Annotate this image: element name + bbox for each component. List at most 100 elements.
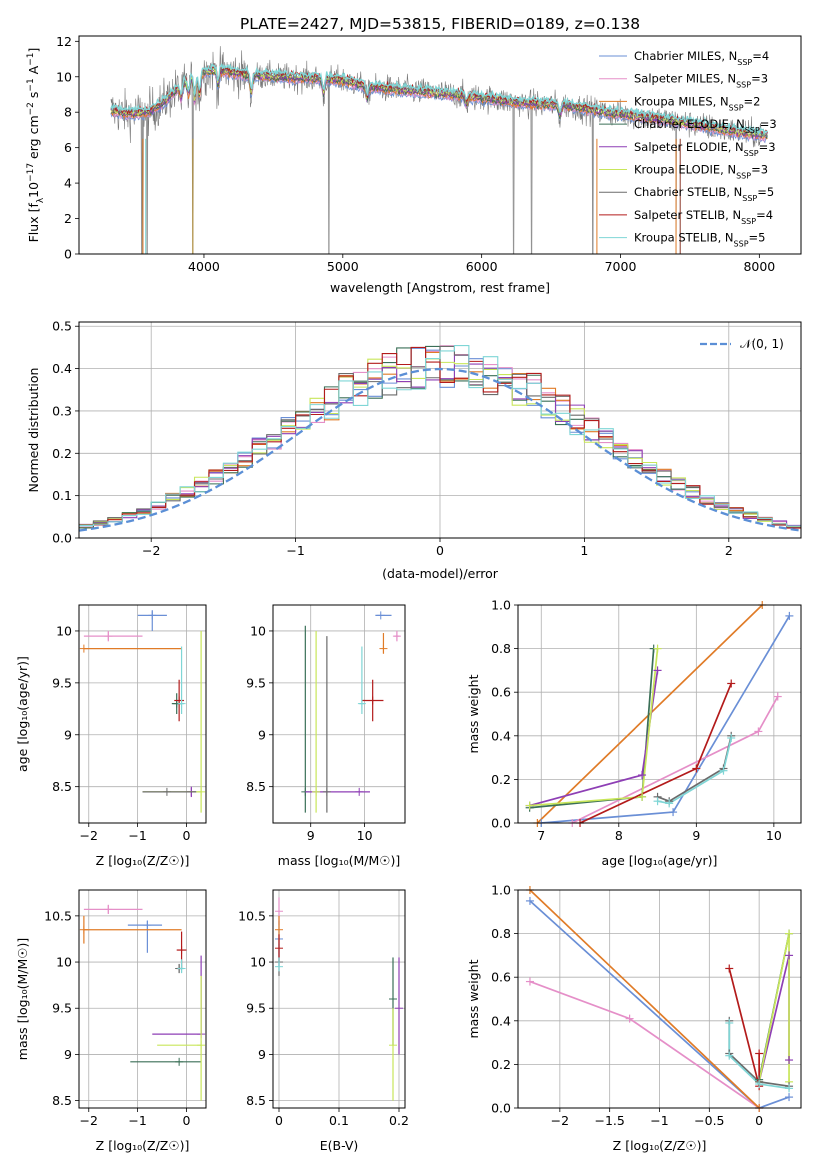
- x-tick-label: 0.2: [389, 1113, 409, 1128]
- legend-sub: SSP: [736, 171, 751, 180]
- axes-frame: [272, 889, 406, 1109]
- x-tick-label: 10: [357, 828, 373, 843]
- y-tick-label: 0.4: [52, 361, 72, 376]
- panel-age_vs_mass: 9 10 8.5 9 9.5 10 mass [log₁₀(M/M☉)]: [246, 604, 406, 868]
- y-tick-label: 0.2: [52, 446, 72, 461]
- x-tick-label: −2: [551, 1113, 569, 1128]
- legend-label: Kroupa ELODIE, N: [634, 163, 736, 177]
- legend-sub: SSP: [742, 194, 757, 203]
- y-tick-label: 9.5: [246, 1001, 266, 1016]
- series-salpeter_miles: [529, 980, 760, 1108]
- series-kroupa_miles: [529, 890, 760, 1108]
- y-tick-label: 0.2: [491, 772, 511, 787]
- y-axis-label: Normed distribution: [26, 368, 41, 493]
- axes-frame: [78, 604, 207, 824]
- legend-label: Salpeter MILES, N: [634, 72, 736, 86]
- x-tick-label: 1: [580, 543, 588, 558]
- y-tick-label: 10.5: [44, 908, 72, 923]
- legend-entry: Kroupa MILES, NSSP=2: [634, 94, 760, 112]
- y-axis-label: Flux [fλ10−17 erg cm−2 s−1 A−1]: [26, 48, 46, 243]
- gaussian-curve: [79, 367, 801, 532]
- plot-area: [110, 46, 768, 254]
- x-axis-label: mass [log₁₀(M/M☉)]: [278, 853, 400, 868]
- x-tick-label: 0.1: [329, 1113, 349, 1128]
- y-tick-label: 8: [64, 105, 72, 120]
- axes-frame: [517, 889, 802, 1109]
- y-tick-label: 0.4: [491, 1013, 511, 1028]
- panels: 4000 5000 6000 7000 8000024681012wavelength …: [15, 34, 802, 1153]
- series-kroupa_stelib: [657, 737, 733, 805]
- y-tick-label: 0.1: [52, 488, 72, 503]
- x-tick-label: 0: [755, 1113, 763, 1128]
- x-axis-label: wavelength [Angstrom, rest frame]: [330, 280, 550, 295]
- x-axis-label: E(B-V): [320, 1138, 359, 1153]
- legend-label: Salpeter STELIB, N: [634, 208, 741, 222]
- legend-n: =4: [752, 49, 769, 63]
- y-tick-label: 9.5: [246, 675, 266, 690]
- figure-title: PLATE=2427, MJD=53815, FIBERID=0189, z=0…: [240, 15, 640, 33]
- y-axis-label-part: λ: [36, 197, 46, 203]
- legend-sub: SSP: [734, 239, 749, 248]
- legend-entry: Salpeter ELODIE, NSSP=3: [634, 140, 776, 158]
- y-tick-label: 8.5: [246, 779, 266, 794]
- legend-n: =3: [751, 163, 768, 177]
- y-tick-label: 9: [64, 727, 72, 742]
- y-axis-label-part: s: [26, 92, 41, 103]
- panel-mass_vs_Z: −2 −1 0 8.5 9 9.5 10 10.5 Z [log₁₀(Z/Z☉)] mass [l…: [15, 889, 207, 1153]
- panel-weight_vs_age: 7 8 9 10 0.0 0.2 0.4 0.6 0.8 1.0 age [log₁₀(age/yr…: [466, 598, 802, 868]
- legend-entry: Chabrier STELIB, NSSP=5: [634, 185, 774, 203]
- y-axis-label-part: −1: [26, 78, 36, 91]
- legend-label: Kroupa STELIB, N: [634, 231, 734, 245]
- y-tick-label: 0.0: [52, 531, 72, 546]
- y-tick-label: 0.0: [491, 816, 511, 831]
- x-tick-label: −1.5: [594, 1113, 624, 1128]
- x-axis-label: (data-model)/error: [382, 566, 499, 581]
- x-tick-label: −2: [80, 828, 98, 843]
- x-tick-label: 7000: [605, 259, 637, 274]
- plot-area: [79, 344, 801, 532]
- y-tick-label: 9.5: [52, 1001, 72, 1016]
- y-axis-label-part: −17: [26, 163, 36, 182]
- x-tick-label: −1: [650, 1113, 668, 1128]
- axes-frame: [272, 604, 406, 824]
- y-tick-label: 8.5: [52, 1093, 72, 1108]
- x-tick-label: 0: [182, 1113, 190, 1128]
- x-tick-label: 0: [182, 828, 190, 843]
- y-tick-label: 10: [250, 623, 266, 638]
- y-axis-label: mass weight: [466, 674, 481, 753]
- legend-sub: SSP: [741, 216, 756, 225]
- series-chabrier_miles: [529, 900, 790, 1108]
- series-kroupa_miles: [536, 605, 763, 823]
- y-tick-label: 0.8: [491, 641, 511, 656]
- legend-label: Chabrier MILES, N: [634, 49, 737, 63]
- x-tick-label: 0: [436, 543, 444, 558]
- y-axis-label: age [log₁₀(age/yr)]: [15, 656, 30, 772]
- series-kroupa_elodie: [529, 648, 659, 807]
- y-axis-label-part: ]: [26, 48, 41, 53]
- x-tick-label: −2: [80, 1113, 98, 1128]
- y-axis-label-part: A: [26, 65, 41, 78]
- y-tick-label: 0.0: [491, 1101, 511, 1116]
- plot-area: [529, 605, 791, 823]
- y-tick-label: 9: [258, 1047, 266, 1062]
- legend-label: Salpeter ELODIE, N: [634, 140, 744, 154]
- x-tick-label: −1: [286, 543, 304, 558]
- legend-n: =5: [749, 231, 766, 245]
- legend-entry: Salpeter MILES, NSSP=3: [634, 72, 768, 90]
- y-tick-label: 8.5: [246, 1093, 266, 1108]
- x-axis-label: Z [log₁₀(Z/Z☉)]: [613, 1138, 707, 1153]
- legend-n: =3: [751, 72, 768, 86]
- x-tick-label: 9: [692, 828, 700, 843]
- x-tick-label: 6000: [466, 259, 498, 274]
- y-axis-label-part: 10: [26, 182, 41, 198]
- y-tick-label: 0.6: [491, 685, 511, 700]
- y-tick-label: 6: [64, 140, 72, 155]
- series-salpeter_elodie: [529, 670, 659, 807]
- legend-entry: Chabrier ELODIE, NSSP=3: [634, 117, 777, 135]
- legend-label: Chabrier STELIB, N: [634, 185, 742, 199]
- axes-frame: [517, 604, 802, 824]
- legend-sub: SSP: [729, 103, 744, 112]
- x-tick-label: 7: [537, 828, 545, 843]
- x-tick-label: 8: [615, 828, 623, 843]
- y-tick-label: 9.5: [52, 675, 72, 690]
